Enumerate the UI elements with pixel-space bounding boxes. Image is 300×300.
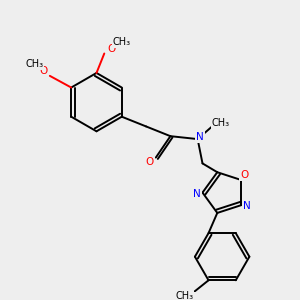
Text: N: N (193, 189, 200, 199)
Text: CH₃: CH₃ (113, 37, 131, 47)
Text: O: O (107, 44, 115, 54)
Text: N: N (243, 201, 251, 211)
Text: CH₃: CH₃ (212, 118, 230, 128)
Text: O: O (146, 158, 154, 167)
Text: CH₃: CH₃ (25, 59, 43, 69)
Text: CH₃: CH₃ (175, 291, 193, 300)
Text: O: O (240, 170, 248, 180)
Text: N: N (196, 132, 203, 142)
Text: O: O (39, 66, 47, 76)
